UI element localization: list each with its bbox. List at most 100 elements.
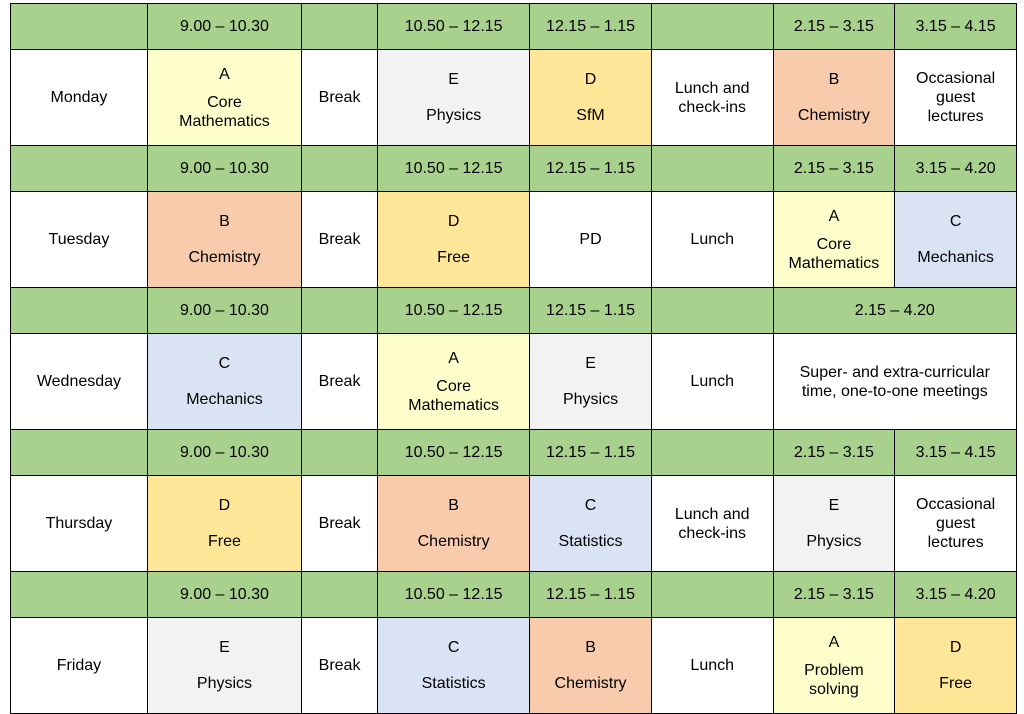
option-block-letter: A [828, 633, 840, 651]
subject-name: Physics [806, 533, 862, 550]
activity-label: Super- and extra-curricular [799, 363, 990, 381]
option-block-letter: D [584, 71, 597, 88]
time-slot-label: 3.15 – 4.15 [915, 18, 996, 35]
time-slot-cell: 3.15 – 4.20 [894, 145, 1017, 192]
timetable-body: 9.00 – 10.30 10.50 – 12.15 12.15 – 1.15 2.1… [10, 3, 1018, 714]
time-slot-label: 2.15 – 4.20 [854, 302, 935, 319]
activity-cell: Lunch and check-ins [650, 49, 774, 146]
lesson-cell: B Chemistry [146, 191, 303, 288]
time-slot-cell: 2.15 – 3.15 [772, 3, 896, 50]
option-block-letter: C [218, 355, 231, 372]
subject-name: Core [816, 235, 852, 253]
activity-cell: Occasional guest lectures [894, 49, 1017, 146]
time-slot-label: 9.00 – 10.30 [179, 18, 269, 35]
time-slot-cell: 2.15 – 3.15 [772, 145, 896, 192]
subject-name: Physics [196, 675, 253, 692]
lesson-cell: A Core Mathematics [377, 333, 531, 430]
time-slot-cell: 9.00 – 10.30 [146, 287, 303, 334]
subject-name: Mechanics [917, 249, 994, 266]
activity-cell: Lunch [650, 191, 774, 288]
time-slot-cell: 12.15 – 1.15 [529, 571, 652, 618]
day-label-cell: Tuesday [10, 191, 148, 288]
time-slot-empty [10, 145, 148, 192]
activity-label: PD [579, 231, 602, 248]
time-slot-label: 12.15 – 1.15 [546, 160, 636, 177]
option-block-letter: B [219, 213, 230, 230]
subject-name: Mechanics [186, 391, 263, 408]
option-block-letter: B [828, 71, 840, 88]
option-block-letter: D [218, 497, 231, 514]
day-row-wednesday: Wednesday C Mechanics Break A Core Mathematics… [10, 333, 1018, 430]
time-slot-cell: 10.50 – 12.15 [377, 145, 531, 192]
time-slot-label: 12.15 – 1.15 [546, 302, 636, 319]
lesson-cell: E Physics [377, 49, 531, 146]
subject-name: Core [436, 377, 471, 395]
lesson-cell: E Physics [146, 617, 303, 714]
subject-name: SfM [576, 107, 605, 124]
activity-label: Break [318, 373, 361, 390]
lesson-cell: C Statistics [377, 617, 531, 714]
day-label-cell: Monday [10, 49, 148, 146]
activity-label: check-ins [678, 524, 746, 542]
subject-name: solving [809, 680, 859, 698]
option-block-letter: C [949, 213, 962, 230]
activity-label: Break [318, 231, 361, 248]
activity-label: lectures [927, 534, 984, 551]
day-row-thursday: Thursday D Free Break B Chemistry C Statistics L… [10, 475, 1017, 572]
time-row-monday: 9.00 – 10.30 10.50 – 12.15 12.15 – 1.15 2.1… [10, 3, 1017, 50]
subject-name: Free [939, 675, 973, 692]
time-slot-cell: 9.00 – 10.30 [146, 145, 303, 192]
option-block-letter: B [585, 639, 596, 656]
day-label: Friday [56, 657, 102, 674]
activity-label: Break [318, 515, 361, 532]
time-slot-cell: 9.00 – 10.30 [146, 429, 303, 476]
lesson-cell: B Chemistry [772, 49, 896, 146]
subject-name: Physics [426, 107, 482, 124]
time-slot-cell: 2.15 – 3.15 [772, 571, 896, 618]
lesson-cell: D SfM [529, 49, 652, 146]
time-slot-cell: 12.15 – 1.15 [529, 145, 652, 192]
day-label: Monday [50, 89, 108, 106]
time-slot-cell: 3.15 – 4.15 [894, 3, 1017, 50]
activity-label: guest [936, 515, 976, 532]
subject-name: Chemistry [188, 249, 261, 266]
day-label-cell: Friday [10, 617, 148, 714]
subject-name: Free [208, 533, 241, 550]
time-row-tuesday: 9.00 – 10.30 10.50 – 12.15 12.15 – 1.15 2.1… [10, 145, 1017, 192]
option-block-letter: E [828, 497, 840, 514]
subject-name: Chemistry [417, 533, 490, 550]
option-block-letter: C [447, 639, 460, 656]
weekly-timetable: 9.00 – 10.30 10.50 – 12.15 12.15 – 1.15 2.1… [10, 3, 1018, 714]
lesson-cell: A Problem solving [772, 617, 896, 714]
time-slot-cell: 3.15 – 4.15 [894, 429, 1017, 476]
lesson-cell: A Core Mathematics [772, 191, 896, 288]
day-row-friday: Friday E Physics Break C Statistics B Chemistry… [10, 617, 1017, 714]
activity-label: Lunch and [674, 505, 750, 523]
option-block-letter: A [448, 349, 459, 367]
lesson-cell: E Physics [529, 333, 652, 430]
subject-name: Statistics [558, 533, 623, 550]
activity-cell: Lunch [650, 617, 774, 714]
lesson-cell: D Free [894, 617, 1017, 714]
time-slot-label: 12.15 – 1.15 [546, 18, 636, 35]
lesson-cell: D Free [146, 475, 303, 572]
day-row-tuesday: Tuesday B Chemistry Break D Free PD Lunch A Core M… [10, 191, 1017, 288]
option-block-letter: D [447, 213, 460, 230]
activity-label: time, one-to-one meetings [801, 382, 988, 400]
time-slot-label: 12.15 – 1.15 [546, 444, 636, 461]
option-block-letter: E [219, 639, 230, 656]
time-slot-label: 10.50 – 12.15 [404, 160, 503, 177]
time-slot-empty [301, 429, 379, 476]
subject-name: Free [437, 249, 471, 266]
day-label-cell: Thursday [10, 475, 148, 572]
time-slot-cell: 2.15 – 3.15 [772, 429, 896, 476]
time-row-thursday: 9.00 – 10.30 10.50 – 12.15 12.15 – 1.15 2.1… [10, 429, 1017, 476]
time-slot-cell: 9.00 – 10.30 [146, 571, 303, 618]
activity-cell: PD [529, 191, 652, 288]
time-slot-label: 3.15 – 4.15 [915, 444, 996, 461]
day-row-monday: Monday A Core Mathematics Break E Physics D SfM L… [10, 49, 1017, 146]
option-block-letter: E [448, 71, 459, 88]
time-slot-cell: 10.50 – 12.15 [377, 3, 531, 50]
time-slot-label: 9.00 – 10.30 [179, 586, 269, 603]
subject-name: Mathematics [179, 112, 270, 130]
